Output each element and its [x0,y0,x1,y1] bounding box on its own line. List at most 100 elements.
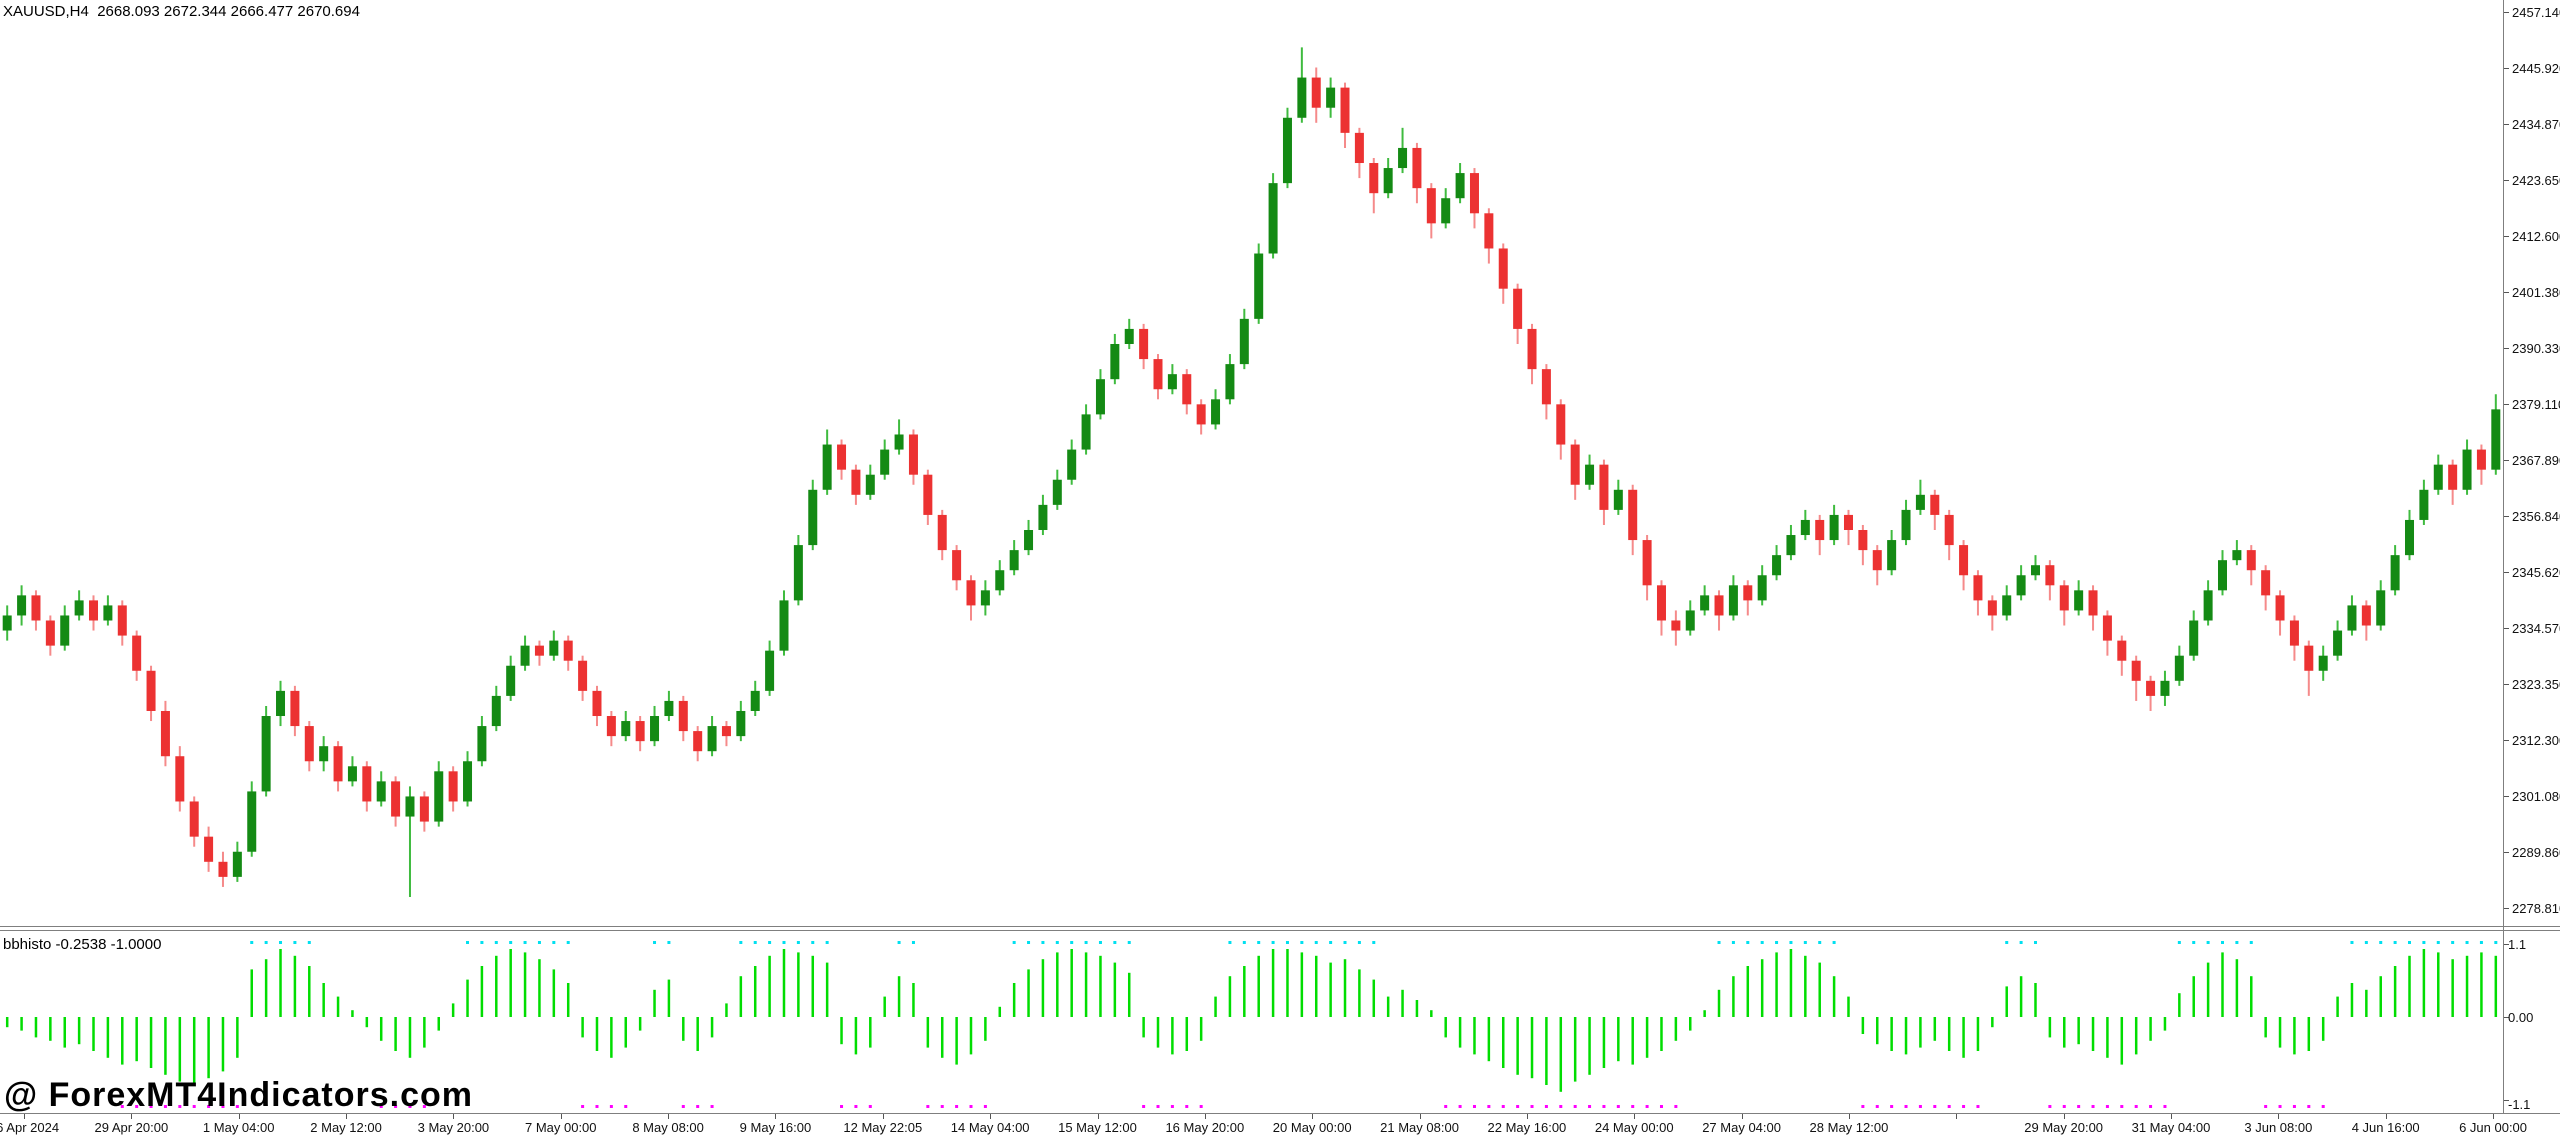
histogram-bar [2235,959,2239,1017]
upper-signal-dot [2350,941,2354,944]
lower-signal-dot [710,1105,714,1108]
candle-body [865,474,875,495]
upper-signal-dot [537,941,541,944]
histogram-bar [739,976,743,1017]
lower-signal-dot [1616,1105,1620,1108]
upper-signal-dot [653,941,657,944]
lower-signal-dot [2163,1105,2167,1108]
histogram-bar [135,1017,138,1062]
candle-body [218,861,228,877]
lower-signal-dot [1170,1105,1174,1108]
histogram-bar [1243,966,1246,1017]
candle-body [2074,590,2084,611]
watermark: @ ForexMT4Indicators.com [4,1076,474,1114]
histogram-bar [1573,1017,1577,1082]
histogram-bar [451,1003,455,1017]
histogram-bar [1933,1017,1937,1041]
histogram-bar [768,955,771,1017]
histogram-bar [1300,952,1304,1017]
upper-signal-dot [782,941,786,944]
candle-body [276,690,286,717]
histogram-bar [2494,955,2498,1017]
candle-body [448,771,458,802]
candle-body [2275,595,2285,621]
histogram-bar [1228,976,1232,1017]
candle-body [707,726,717,752]
candle-body [1613,489,1623,510]
histogram-bar [1660,1017,1663,1051]
lower-signal-dot [120,1105,124,1108]
lower-signal-dot [696,1105,700,1108]
histogram-bar [1099,955,1102,1017]
upper-signal-dot [667,941,671,944]
histogram-bar [437,1017,441,1031]
panel-separator-top[interactable] [0,926,2560,927]
indicator-label: bbhisto -0.2538 -1.0000 [3,936,162,953]
candle-body [923,474,933,515]
candle-body [146,670,156,711]
upper-signal-dot [466,941,470,944]
histogram-bar [610,1017,613,1058]
candle-body [578,660,588,691]
lower-signal-dot [1976,1105,1980,1108]
candle-body [45,620,55,646]
upper-signal-dot [1027,941,1031,944]
candle-body [1728,585,1738,616]
upper-signal-dot [1242,941,1246,944]
candle-body [1052,479,1062,505]
candle-body [664,700,674,717]
lower-signal-dot [840,1105,844,1108]
histogram-bar [2134,1017,2138,1055]
lower-signal-dot [2307,1105,2311,1108]
lower-signal-dot [1472,1105,1476,1108]
candle-body [2016,575,2026,596]
candle-body [621,721,631,737]
lower-signal-dot [1530,1105,1534,1108]
histogram-bar [164,1017,167,1075]
upper-signal-dot [2364,941,2368,944]
candle-body [1110,343,1120,380]
candle-body [2146,680,2156,696]
histogram-bar [1458,1017,1462,1048]
lower-signal-dot [1156,1105,1160,1108]
histogram-bar [523,952,527,1017]
upper-signal-dot [897,941,901,944]
histogram-bar [250,969,253,1017]
upper-signal-dot [1113,941,1117,944]
histogram-bar [1602,1017,1606,1068]
histogram-bar [682,1017,685,1041]
upper-signal-dot [739,941,743,944]
upper-signal-dot [1300,941,1304,944]
histogram-bar [1804,955,1807,1017]
histogram-bar [1732,976,1735,1017]
candle-body [1441,198,1451,224]
histogram-bar [912,983,915,1017]
candle-body [1671,620,1681,631]
histogram-bar [1127,972,1131,1017]
candle-body [793,545,803,601]
histogram-bar [1401,989,1404,1017]
candle-body [1153,359,1163,390]
lower-signal-dot [1142,1105,1146,1108]
lower-signal-dot [1933,1105,1937,1108]
candle-body [1268,183,1278,254]
lower-signal-dot [969,1105,973,1108]
lower-signal-dot [1501,1105,1505,1108]
lower-signal-dot [149,1105,153,1108]
histogram-bar [1689,1017,1692,1031]
upper-signal-dot [2019,941,2023,944]
panel-separator-bottom[interactable] [0,930,2560,931]
upper-signal-dot [1055,941,1059,944]
candle-body [2203,590,2213,621]
upper-signal-dot [494,941,498,944]
histogram-bar [696,1017,699,1051]
histogram-bar [1027,969,1030,1017]
lower-signal-dot [1487,1105,1491,1108]
upper-signal-dot [1789,941,1793,944]
candle-body [434,771,444,822]
lower-signal-dot [2105,1105,2109,1108]
candle-body [1772,555,1782,576]
upper-signal-dot [911,941,915,944]
candle-body [750,690,760,711]
